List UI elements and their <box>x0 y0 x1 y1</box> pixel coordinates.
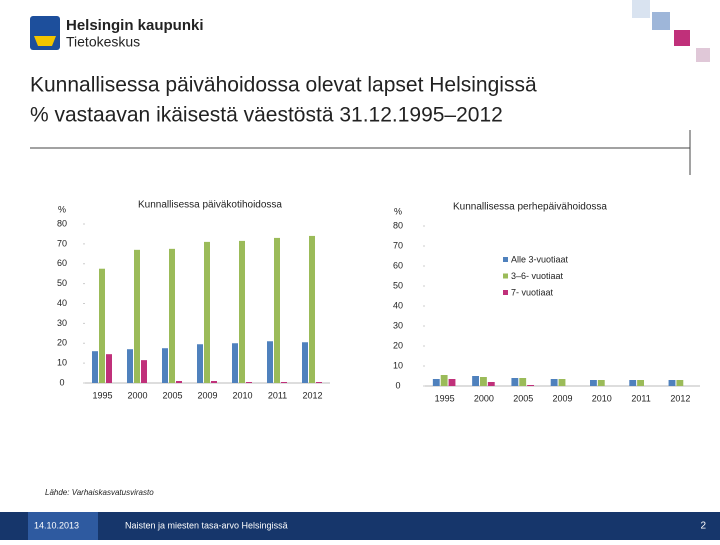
chart-title: Kunnallisessa perhepäivähoidossa <box>453 202 607 213</box>
bar <box>511 378 519 386</box>
y-tick-label: 20 <box>57 338 67 348</box>
x-tick-label: 2000 <box>474 393 494 403</box>
logo <box>30 16 60 50</box>
x-tick-label: 2011 <box>268 390 287 400</box>
x-tick-label: 1995 <box>435 393 455 403</box>
bar <box>204 241 210 383</box>
bar <box>309 235 315 383</box>
legend-swatch <box>503 257 508 262</box>
y-tick-label: 70 <box>57 238 67 248</box>
bar <box>448 379 456 386</box>
legend-label: 3–6- vuotiaat <box>511 271 564 281</box>
bar <box>274 237 280 383</box>
bar <box>668 380 676 386</box>
bar <box>302 342 308 383</box>
org-name: Helsingin kaupunki <box>66 17 204 34</box>
bar <box>676 380 684 386</box>
footer-text: Naisten ja miesten tasa-arvo Helsingissä <box>125 520 288 530</box>
bar <box>637 380 644 386</box>
x-tick-label: 2000 <box>127 390 147 400</box>
bar <box>558 379 566 386</box>
y-tick-label: 10 <box>57 358 67 368</box>
x-tick-label: 2010 <box>592 393 612 403</box>
chart-title: Kunnallisessa päiväkotihoidossa <box>138 200 282 211</box>
bar <box>99 268 105 383</box>
legend-label: 7- vuotiaat <box>511 287 554 297</box>
x-tick-label: 2010 <box>232 390 252 400</box>
y-tick-label: 0 <box>395 380 400 390</box>
bar <box>134 249 140 383</box>
y-tick-label: 0 <box>59 377 64 387</box>
footer-date: 14.10.2013 <box>34 520 79 530</box>
y-tick-label: 80 <box>57 218 67 228</box>
x-tick-label: 2011 <box>631 393 650 403</box>
bar <box>480 377 487 386</box>
y-tick-label: 20 <box>393 340 403 350</box>
bar <box>106 354 112 383</box>
bar <box>316 382 322 383</box>
y-tick-label: 10 <box>393 360 403 370</box>
x-tick-label: 2012 <box>670 393 690 403</box>
y-tick-label: 60 <box>57 258 67 268</box>
bar <box>550 379 558 386</box>
page-number: 2 <box>700 521 706 532</box>
legend-swatch <box>503 273 508 279</box>
bar <box>597 380 605 386</box>
bar <box>169 248 175 383</box>
bar <box>246 382 252 383</box>
footer-date-box <box>28 512 98 540</box>
bar <box>176 381 182 383</box>
legend-label: Alle 3-vuotiaat <box>511 254 569 264</box>
bar <box>141 360 147 383</box>
footer-bar <box>0 512 720 540</box>
x-tick-label: 2005 <box>513 393 533 403</box>
y-tick-label: 60 <box>393 260 403 270</box>
slide-title-2: % vastaavan ikäisestä väestöstä 31.12.19… <box>30 104 503 127</box>
decoration <box>632 0 710 62</box>
bar <box>487 382 495 386</box>
bar <box>211 381 217 383</box>
bar <box>432 379 440 386</box>
slide-title-1: Kunnallisessa päivähoidossa olevat lapse… <box>30 74 537 97</box>
bar <box>440 375 448 386</box>
y-axis-label: % <box>394 206 402 216</box>
y-tick-label: 40 <box>57 298 67 308</box>
y-tick-label: 30 <box>57 318 67 328</box>
x-tick-label: 1995 <box>92 390 112 400</box>
y-tick-label: 70 <box>393 240 403 250</box>
bar <box>197 344 203 383</box>
y-tick-label: 40 <box>393 300 403 310</box>
bar <box>127 349 133 383</box>
bar <box>281 382 287 383</box>
x-tick-label: 2005 <box>162 390 182 400</box>
x-tick-label: 2009 <box>197 390 217 400</box>
bar <box>92 351 98 383</box>
y-tick-label: 50 <box>57 278 67 288</box>
bar <box>232 343 238 383</box>
y-tick-label: 30 <box>393 320 403 330</box>
bar <box>162 348 168 383</box>
y-tick-label: 80 <box>393 220 403 230</box>
bar <box>527 385 534 386</box>
bar <box>519 378 527 386</box>
legend-swatch <box>503 290 508 295</box>
bar <box>239 240 245 383</box>
y-axis-label: % <box>58 204 66 214</box>
y-tick-label: 50 <box>393 280 403 290</box>
bar <box>629 380 637 386</box>
bar <box>472 376 479 386</box>
unit-name: Tietokeskus <box>66 34 140 50</box>
bar <box>590 380 597 386</box>
x-tick-label: 2009 <box>552 393 572 403</box>
source: Lähde: Varhaiskasvatusvirasto <box>45 488 154 497</box>
x-tick-label: 2012 <box>302 390 322 400</box>
bar <box>267 341 273 383</box>
